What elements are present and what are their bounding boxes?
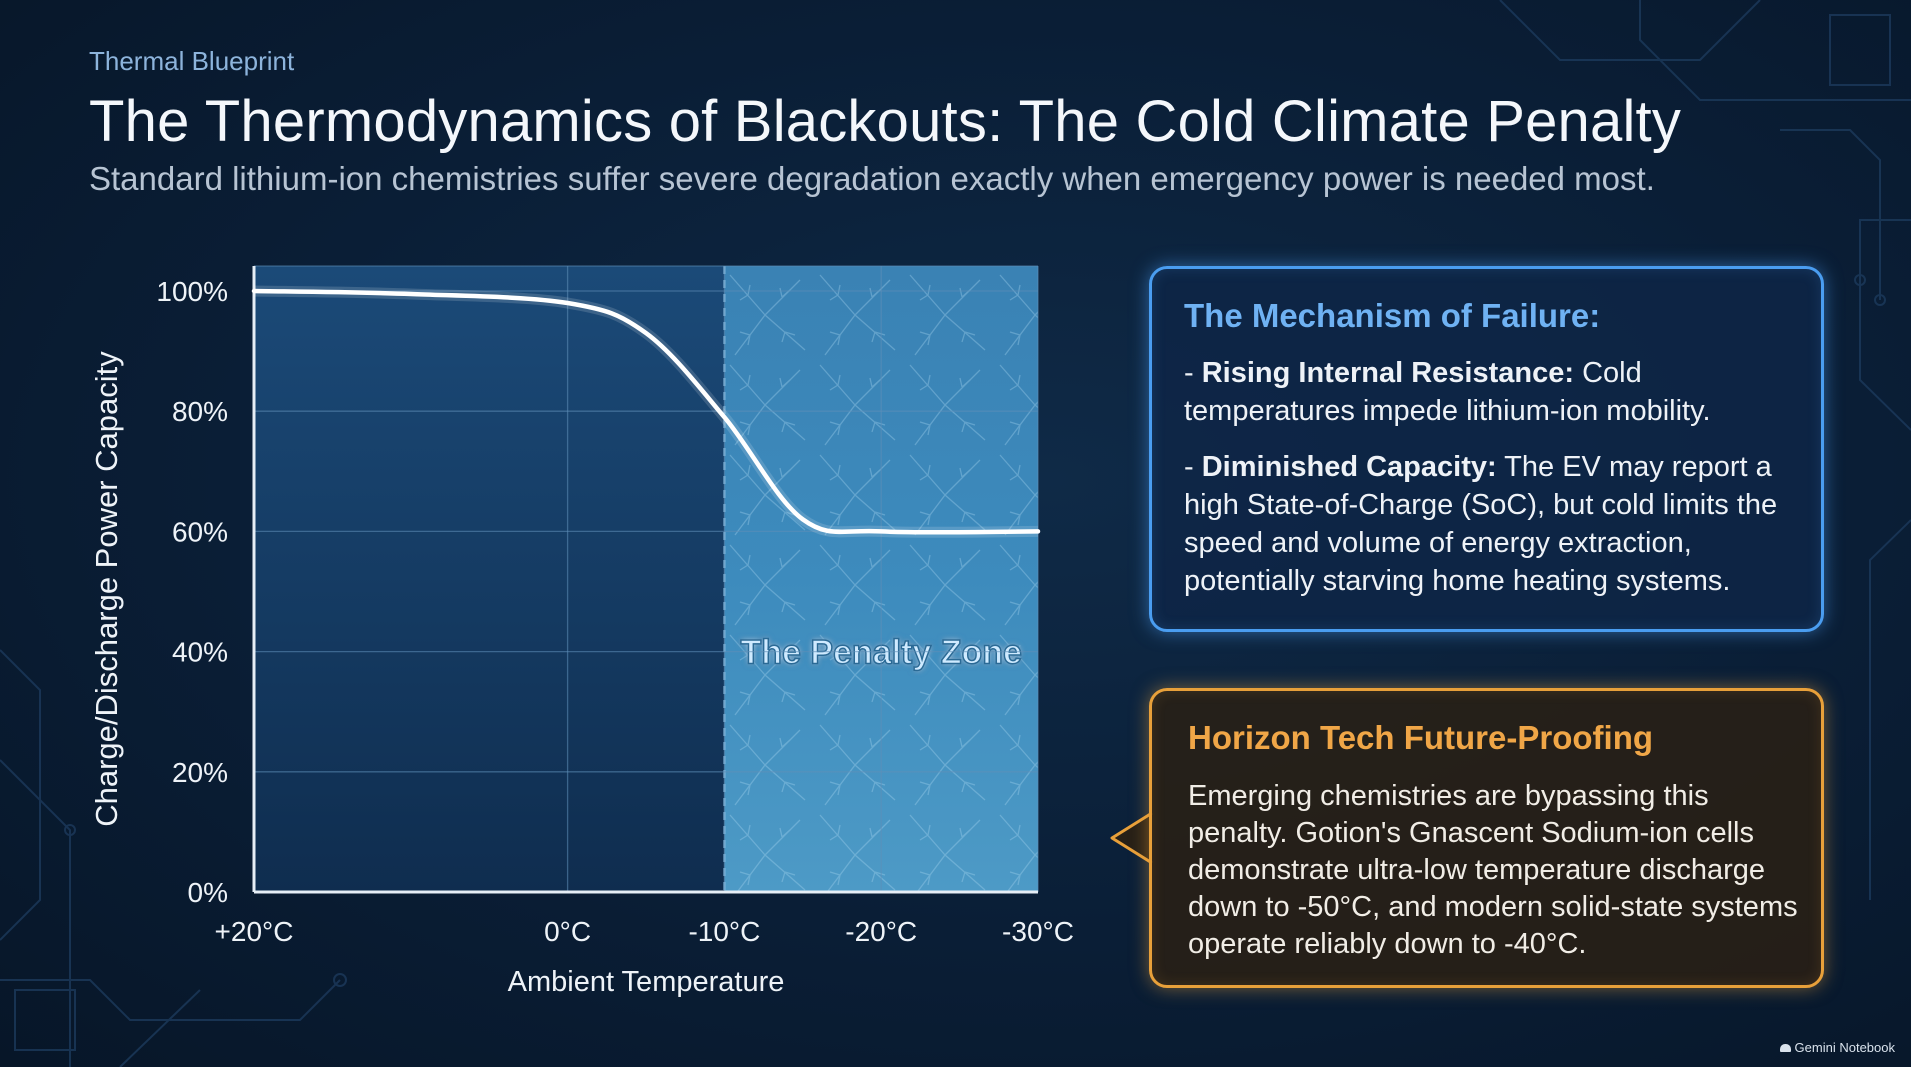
brand-label: Gemini Notebook [1794, 1040, 1895, 1055]
y-tick-label: 20% [172, 757, 228, 788]
page-subtitle: Standard lithium-ion chemistries suffer … [89, 160, 1655, 197]
x-tick-label: -10°C [688, 916, 760, 947]
brand-badge: Gemini Notebook [1779, 1040, 1895, 1055]
mechanism-item-heading: Diminished Capacity: [1201, 451, 1497, 483]
bullet-dash: - [1184, 451, 1194, 483]
x-tick-label: 0°C [544, 916, 591, 947]
page-title: The Thermodynamics of Blackouts: The Col… [89, 89, 1682, 154]
x-tick-label: -30°C [1002, 916, 1074, 947]
mechanism-panel: The Mechanism of Failure: - Rising Inter… [1149, 266, 1824, 632]
y-tick-label: 80% [172, 396, 228, 427]
future-panel: Horizon Tech Future-Proofing Emerging ch… [1149, 688, 1824, 988]
eyebrow-label: Thermal Blueprint [89, 46, 295, 76]
y-tick-label: 0% [188, 877, 228, 908]
mechanism-item-heading: Rising Internal Resistance: [1201, 357, 1575, 389]
mechanism-title: The Mechanism of Failure: [1184, 297, 1601, 334]
future-title: Horizon Tech Future-Proofing [1188, 719, 1654, 756]
x-tick-label: +20°C [215, 916, 294, 947]
y-tick-label: 100% [156, 276, 228, 307]
y-axis-title: Charge/Discharge Power Capacity [89, 351, 124, 827]
notebook-icon [1779, 1043, 1791, 1052]
series-line [251, 288, 1041, 535]
future-text: Emerging chemistries are bypassing this … [1188, 780, 1798, 960]
callout-pointer [1110, 811, 1153, 865]
mechanism-item-text: Cold temperatures impede lithium-ion mob… [1184, 357, 1711, 427]
mechanism-item-capacity: - Diminished Capacity: The EV may report… [1184, 448, 1794, 600]
y-tick-label: 40% [172, 637, 228, 668]
mechanism-item-text: The EV may report a high State-of-Charge… [1184, 451, 1778, 597]
x-axis-title: Ambient Temperature [508, 966, 785, 998]
bullet-dash: - [1184, 357, 1194, 389]
mechanism-item-resistance: - Rising Internal Resistance: Cold tempe… [1184, 354, 1794, 430]
x-tick-label: -20°C [845, 916, 917, 947]
y-tick-label: 60% [172, 516, 228, 547]
